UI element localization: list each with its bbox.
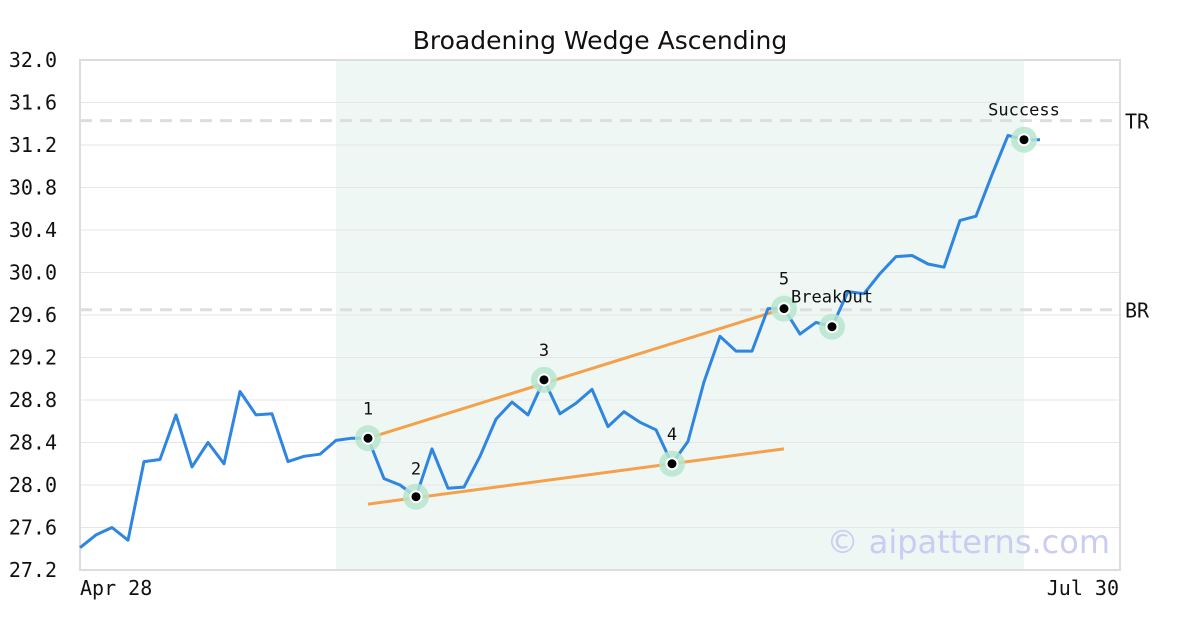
point-label: 1 (363, 399, 373, 419)
y-tick-label: 31.2 (9, 133, 57, 157)
price-line (79, 133, 1040, 549)
y-tick-label: 30.4 (9, 218, 57, 242)
y-tick-label: 29.2 (9, 346, 57, 370)
level-label: BR (1125, 299, 1150, 323)
point-label: BreakOut (791, 288, 873, 308)
pattern-point: 5 (771, 270, 797, 322)
point-label: 5 (779, 270, 789, 290)
point-marker (825, 320, 839, 334)
y-tick-label: 28.4 (9, 431, 57, 455)
point-label: 2 (411, 460, 421, 480)
x-label-end: Jul 30 (1047, 576, 1119, 600)
pattern-point: 1 (355, 399, 381, 452)
pattern-point: 3 (531, 341, 557, 393)
x-label-start: Apr 28 (80, 576, 152, 600)
point-label: 4 (667, 425, 677, 445)
y-tick-label: 27.6 (9, 516, 57, 540)
point-marker (777, 302, 791, 316)
point-label: Success (988, 101, 1060, 121)
pattern-point: BreakOut (791, 288, 873, 340)
level-label: TR (1125, 110, 1150, 134)
plot-frame (79, 59, 1121, 571)
point-marker (537, 373, 551, 387)
y-tick-label: 31.6 (9, 91, 57, 115)
point-marker (361, 431, 375, 445)
pattern-point: 2 (403, 460, 429, 510)
y-tick-label: 32.0 (9, 48, 57, 72)
y-tick-label: 28.0 (9, 473, 57, 497)
y-axis: 27.2 27.6 28.0 28.4 28.8 29.2 29.6 30.0 30.4 30.8… (9, 48, 57, 582)
y-tick-label: 29.6 (9, 303, 57, 327)
pattern-point: 4 (659, 425, 685, 477)
watermark: © aipatterns.com (827, 523, 1110, 561)
level-lines: TR BR (80, 110, 1150, 323)
trendline (367, 447, 785, 506)
chart-title: Broadening Wedge Ascending (413, 26, 788, 55)
point-marker (1017, 133, 1031, 147)
point-marker (409, 490, 423, 504)
y-tick-label: 27.2 (9, 558, 57, 582)
trendline (367, 307, 785, 440)
grid (80, 59, 1120, 571)
y-tick-label: 30.0 (9, 261, 57, 285)
trendlines (367, 307, 785, 506)
pattern-point: Success (988, 101, 1060, 153)
point-marker (665, 457, 679, 471)
point-label: 3 (539, 341, 549, 361)
y-tick-label: 28.8 (9, 388, 57, 412)
y-tick-label: 30.8 (9, 176, 57, 200)
